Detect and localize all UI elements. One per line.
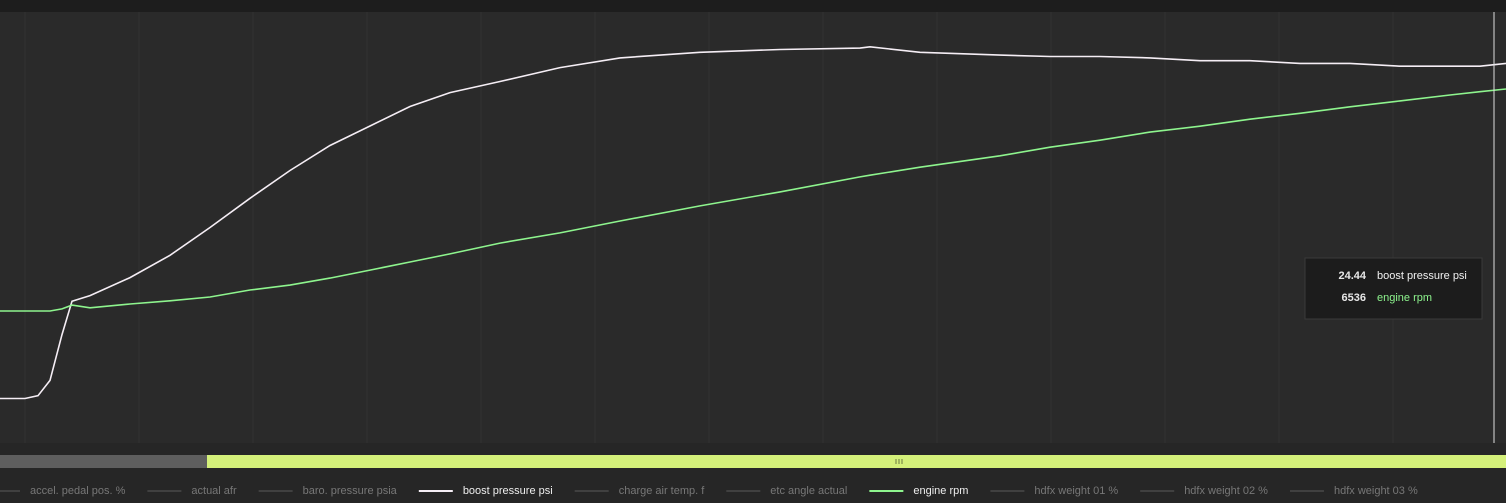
- tooltip-value: 6536: [1342, 292, 1366, 304]
- tooltip-value: 24.44: [1338, 270, 1366, 282]
- legend-label[interactable]: engine rpm: [913, 485, 968, 497]
- legend-label[interactable]: hdfx weight 02 %: [1184, 485, 1268, 497]
- legend-label[interactable]: hdfx weight 03 %: [1334, 485, 1418, 497]
- tooltip-label: engine rpm: [1377, 292, 1432, 304]
- legend-label[interactable]: boost pressure psi: [463, 485, 553, 497]
- tooltip: [1304, 257, 1483, 320]
- scrollbar-track[interactable]: [0, 455, 207, 468]
- scrollbar-grip: [895, 459, 903, 464]
- series-line: [0, 88, 1506, 312]
- scrollbar-thumb[interactable]: [207, 455, 1506, 468]
- legend-label[interactable]: accel. pedal pos. %: [30, 485, 126, 497]
- tooltip-label: boost pressure psi: [1377, 270, 1467, 282]
- series-line: [0, 45, 1506, 400]
- legend-label[interactable]: baro. pressure psia: [303, 485, 398, 497]
- footer: [0, 443, 1506, 503]
- legend-label[interactable]: etc angle actual: [770, 485, 847, 497]
- legend-label[interactable]: actual afr: [191, 485, 237, 497]
- legend-label[interactable]: charge air temp. f: [619, 485, 706, 497]
- legend-label[interactable]: hdfx weight 01 %: [1034, 485, 1118, 497]
- top-bar: [0, 0, 1506, 12]
